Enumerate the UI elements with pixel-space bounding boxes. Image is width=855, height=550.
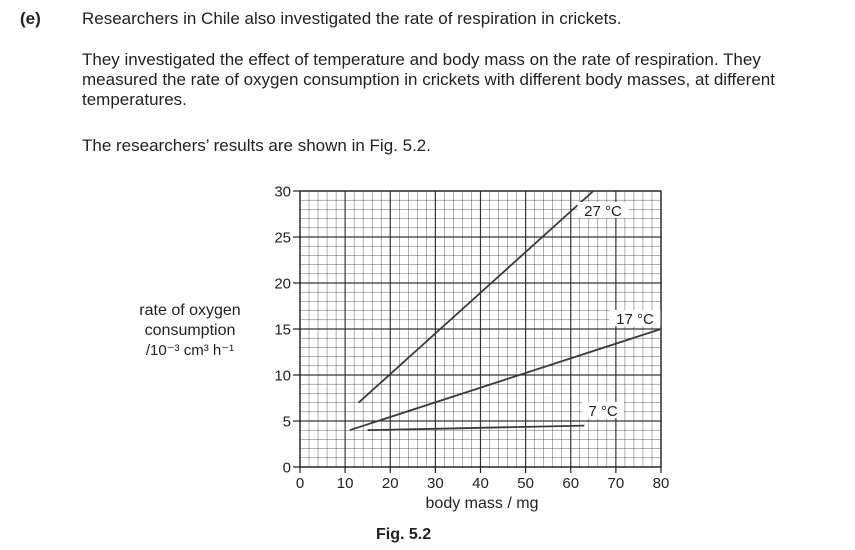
y-axis-label: rate of oxygen consumption /10⁻³ cm³ h⁻¹	[126, 301, 254, 361]
x-tick-label: 60	[562, 475, 579, 492]
series-lines	[349, 190, 662, 432]
series-line	[367, 424, 585, 432]
x-tick-label: 50	[517, 475, 534, 492]
series-label: 7 °C	[588, 403, 618, 420]
x-tick-label: 80	[653, 475, 670, 492]
series-line	[349, 328, 662, 432]
question-intro: Researchers in Chile also investigated t…	[82, 9, 622, 28]
x-tick-label: 0	[296, 475, 304, 492]
axes: 0 5 10 15 20 25 30 0 10 20 30 40 50 60 70 80	[274, 184, 669, 493]
series-label: 27 °C	[584, 203, 622, 220]
series-label: 17 °C	[616, 311, 654, 328]
x-tick-label: 40	[472, 475, 489, 492]
question-paragraph: They investigated the effect of temperat…	[82, 50, 775, 109]
x-axis-label: body mass / mg	[426, 495, 539, 512]
series-label-box	[577, 202, 629, 218]
series-label-box	[582, 402, 624, 418]
y-tick-label: 15	[274, 322, 291, 339]
y-tick-label: 30	[274, 184, 291, 201]
x-tick-label: 70	[608, 475, 625, 492]
y-tick-label: 25	[274, 230, 291, 247]
y-tick-label: 5	[283, 414, 291, 431]
grid	[299, 190, 662, 468]
series-labels: 27 °C 17 °C 7 °C	[577, 202, 661, 420]
y-axis-unit: /10⁻³ cm³ h⁻¹	[145, 342, 235, 359]
y-axis-label-line: consumption	[144, 322, 236, 339]
question-results-sentence: The researchers’ results are shown in Fi…	[82, 136, 431, 155]
figure-caption: Fig. 5.2	[376, 526, 432, 543]
y-tick-label: 10	[274, 368, 291, 385]
question-label: (e)	[20, 9, 41, 28]
x-tick-label: 20	[382, 475, 399, 492]
y-tick-label: 0	[283, 460, 291, 477]
series-line	[358, 190, 594, 404]
x-tick-label: 10	[337, 475, 354, 492]
y-axis-label-line: rate of oxygen	[139, 302, 241, 319]
series-label-box	[609, 310, 661, 326]
x-tick-label: 30	[427, 475, 444, 492]
y-tick-label: 20	[274, 276, 291, 293]
